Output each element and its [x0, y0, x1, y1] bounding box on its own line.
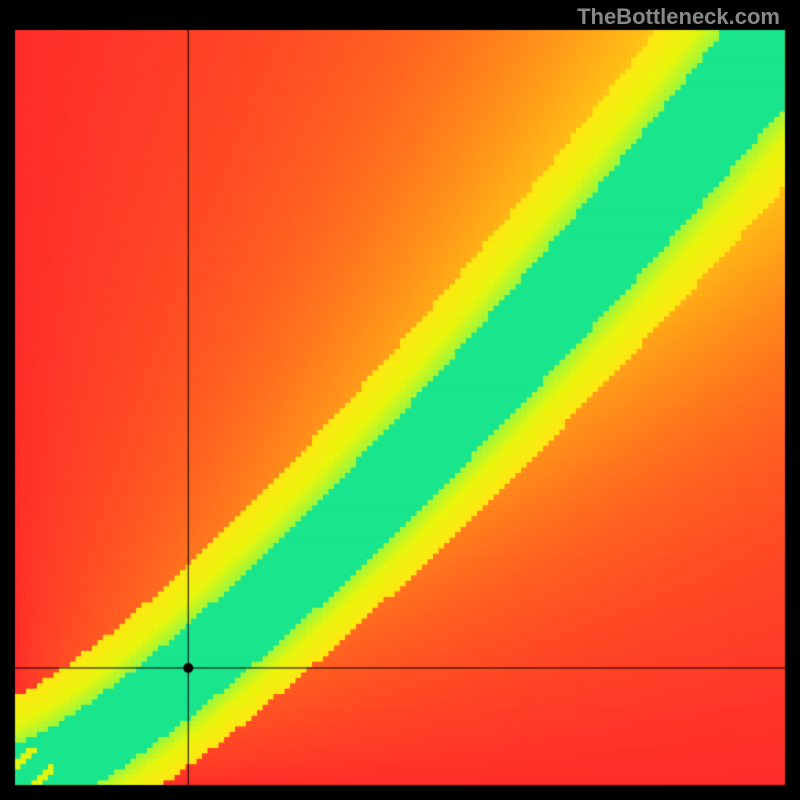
chart-container: TheBottleneck.com — [0, 0, 800, 800]
watermark-text: TheBottleneck.com — [577, 4, 780, 30]
heatmap-canvas — [0, 0, 800, 800]
chart-frame — [0, 0, 800, 800]
